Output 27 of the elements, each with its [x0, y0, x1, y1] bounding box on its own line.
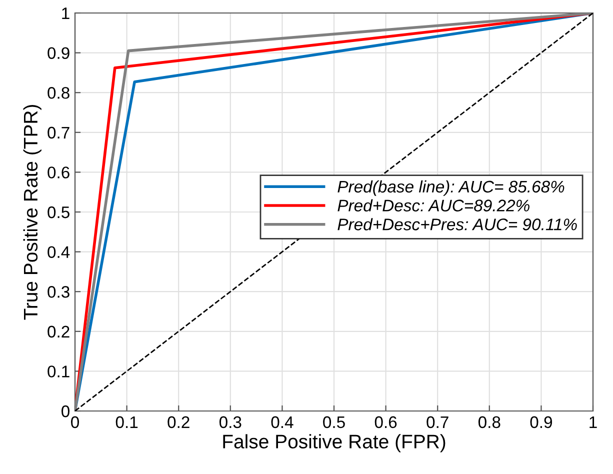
x-tick-label: 0.4: [271, 416, 294, 428]
y-tick-label: 0.2: [48, 326, 70, 338]
x-tick-label: 0.7: [426, 416, 448, 428]
x-tick-label: 0.1: [116, 416, 138, 428]
y-tick-label: 0.7: [48, 126, 70, 139]
y-tick-label: 0: [62, 405, 70, 418]
x-tick-label: 0: [71, 416, 79, 428]
x-tick-label: 0.3: [219, 416, 242, 428]
x-tick-label: 0.5: [323, 416, 345, 428]
legend-label: Pred+Desc+Pres: AUC= 90.11%: [338, 218, 577, 230]
y-tick-label: 0.3: [48, 286, 70, 298]
legend-label: Pred+Desc: AUC=89.22%: [338, 199, 530, 212]
x-tick-label: 0.2: [168, 416, 190, 428]
x-tick-label: 0.8: [478, 416, 500, 428]
y-tick-label: 0.5: [48, 206, 70, 218]
x-tick-label: 1: [590, 416, 597, 428]
y-tick-label: 0.9: [48, 47, 70, 60]
y-tick-label: 0.1: [48, 366, 70, 378]
y-tick-label: 0.8: [48, 87, 70, 99]
y-tick-label: 1: [62, 8, 70, 20]
x-tick-label: 0.6: [374, 416, 397, 428]
x-tick-label: 0.9: [530, 416, 552, 428]
y-axis-title: True Positive Rate (TPR): [23, 104, 42, 320]
legend-label: Pred(base line): AUC= 85.68%: [338, 180, 564, 196]
x-axis-title: False Positive Rate (FPR): [223, 434, 446, 452]
y-tick-label: 0.6: [48, 166, 70, 178]
y-tick-label: 0.4: [48, 246, 70, 258]
